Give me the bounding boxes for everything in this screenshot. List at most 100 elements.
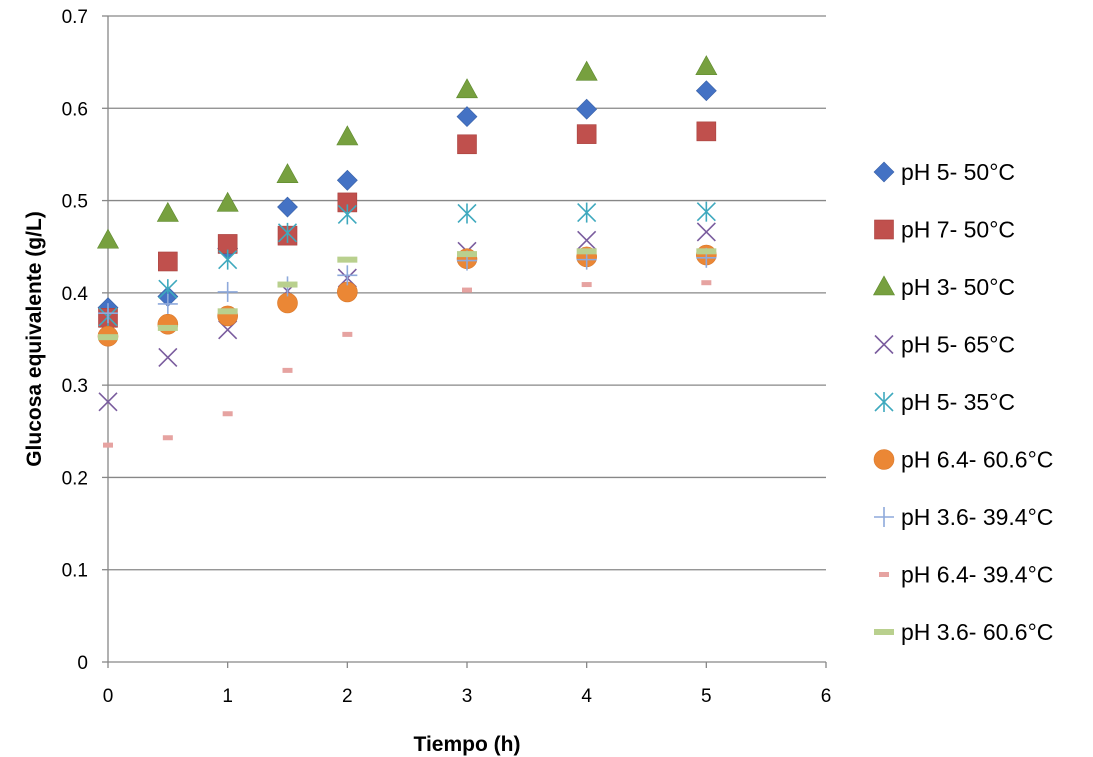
series-8: [103, 280, 712, 448]
y-tick-labels: 0 0.1 0.2 0.3 0.4 0.5 0.6 0.7: [62, 7, 89, 674]
data-point: [157, 313, 179, 335]
series-5: [98, 201, 716, 327]
data-point: [277, 281, 298, 288]
data-point: [455, 78, 479, 99]
legend-item: pH 3.6- 39.4°C: [874, 504, 1053, 530]
data-point: [576, 248, 597, 255]
legend-label: pH 6.4- 39.4°C: [901, 562, 1053, 588]
legend-item: pH 7- 50°C: [874, 217, 1015, 243]
legend-item: pH 6.4- 39.4°C: [879, 562, 1053, 588]
data-point: [217, 281, 238, 302]
data-point: [457, 251, 477, 258]
legend-item: pH 5- 50°C: [873, 159, 1015, 185]
x-tick-labels: 0 1 2 3 4 5 6: [103, 686, 832, 707]
legend-label: pH 5- 65°C: [901, 332, 1015, 358]
data-point: [277, 222, 298, 243]
data-point: [337, 204, 357, 225]
series-7: [98, 247, 717, 324]
data-point: [696, 222, 716, 242]
legend-item: pH 5- 65°C: [874, 332, 1015, 358]
y-axis-title: Glucosa equivalente (g/L): [23, 211, 46, 467]
data-point: [96, 228, 120, 249]
y-tick-label: 0: [77, 653, 88, 674]
data-point: [98, 392, 118, 412]
x-tick-label: 0: [103, 686, 114, 707]
data-point: [157, 324, 178, 331]
y-tick-label: 0.4: [62, 284, 89, 305]
data-point: [342, 331, 353, 337]
legend-item: pH 3- 50°C: [872, 274, 1015, 300]
x-tick-label: 6: [821, 686, 832, 707]
legend: pH 5- 50°C pH 7- 50°C pH 3- 50°C pH 5- 65°C…: [872, 159, 1053, 645]
y-tick-label: 0.3: [62, 376, 88, 397]
y-tick-label: 0.6: [62, 99, 88, 120]
data-point: [577, 230, 597, 250]
legend-marker: [879, 572, 889, 577]
legend-marker: [874, 219, 894, 240]
legend-marker: [873, 161, 895, 183]
series-1: [97, 80, 717, 319]
series-6: [97, 244, 717, 347]
data-point: [577, 202, 597, 223]
data-point: [222, 411, 233, 417]
data-points: [96, 55, 718, 448]
series-3: [96, 55, 718, 249]
x-tick-label: 3: [462, 686, 473, 707]
legend-item: pH 3.6- 60.6°C: [874, 619, 1053, 645]
data-point: [337, 256, 358, 263]
x-axis-title: Tiempo (h): [414, 733, 521, 756]
data-point: [277, 196, 298, 218]
legend-label: pH 3.6- 60.6°C: [901, 619, 1053, 645]
legend-item: pH 6.4- 60.6°C: [873, 447, 1053, 473]
data-point: [157, 293, 178, 314]
data-point: [158, 251, 178, 272]
x-tick-label: 5: [701, 686, 712, 707]
data-point: [576, 98, 598, 120]
legend-marker: [874, 507, 894, 527]
data-point: [98, 334, 118, 341]
data-point: [457, 203, 477, 224]
data-point: [696, 248, 717, 255]
data-point: [696, 201, 716, 222]
legend-marker: [874, 334, 894, 355]
data-point: [696, 121, 717, 142]
legend-label: pH 3.6- 39.4°C: [901, 504, 1053, 530]
data-point: [336, 125, 359, 146]
y-tick-label: 0.2: [62, 468, 88, 489]
data-point: [217, 308, 238, 315]
legend-marker: [874, 629, 894, 635]
data-point: [98, 303, 118, 324]
axes: [102, 15, 827, 668]
data-point: [103, 442, 113, 448]
data-point: [282, 367, 293, 373]
data-point: [218, 249, 238, 270]
series-4: [98, 222, 716, 412]
gridlines: [108, 15, 826, 571]
data-point: [457, 134, 477, 155]
legend-marker: [872, 275, 896, 296]
data-point: [701, 280, 712, 286]
data-point: [462, 287, 472, 293]
data-point: [276, 163, 299, 184]
series-2: [98, 121, 717, 328]
data-point: [336, 169, 358, 191]
data-point: [337, 265, 358, 286]
data-point: [576, 124, 597, 144]
legend-marker: [873, 449, 895, 470]
x-tick-label: 4: [581, 686, 592, 707]
x-tick-label: 2: [342, 686, 353, 707]
legend-item: pH 5- 35°C: [874, 389, 1015, 415]
data-point: [575, 60, 598, 81]
legend-label: pH 6.4- 60.6°C: [901, 447, 1053, 473]
data-point: [158, 347, 178, 368]
data-point: [581, 282, 592, 288]
series-9: [98, 248, 717, 341]
legend-label: pH 7- 50°C: [901, 217, 1015, 243]
data-point: [456, 106, 478, 128]
legend-label: pH 5- 35°C: [901, 389, 1015, 415]
data-point: [162, 435, 173, 441]
x-tick-label: 1: [222, 686, 233, 707]
data-point: [156, 201, 179, 222]
legend-marker: [874, 392, 894, 412]
